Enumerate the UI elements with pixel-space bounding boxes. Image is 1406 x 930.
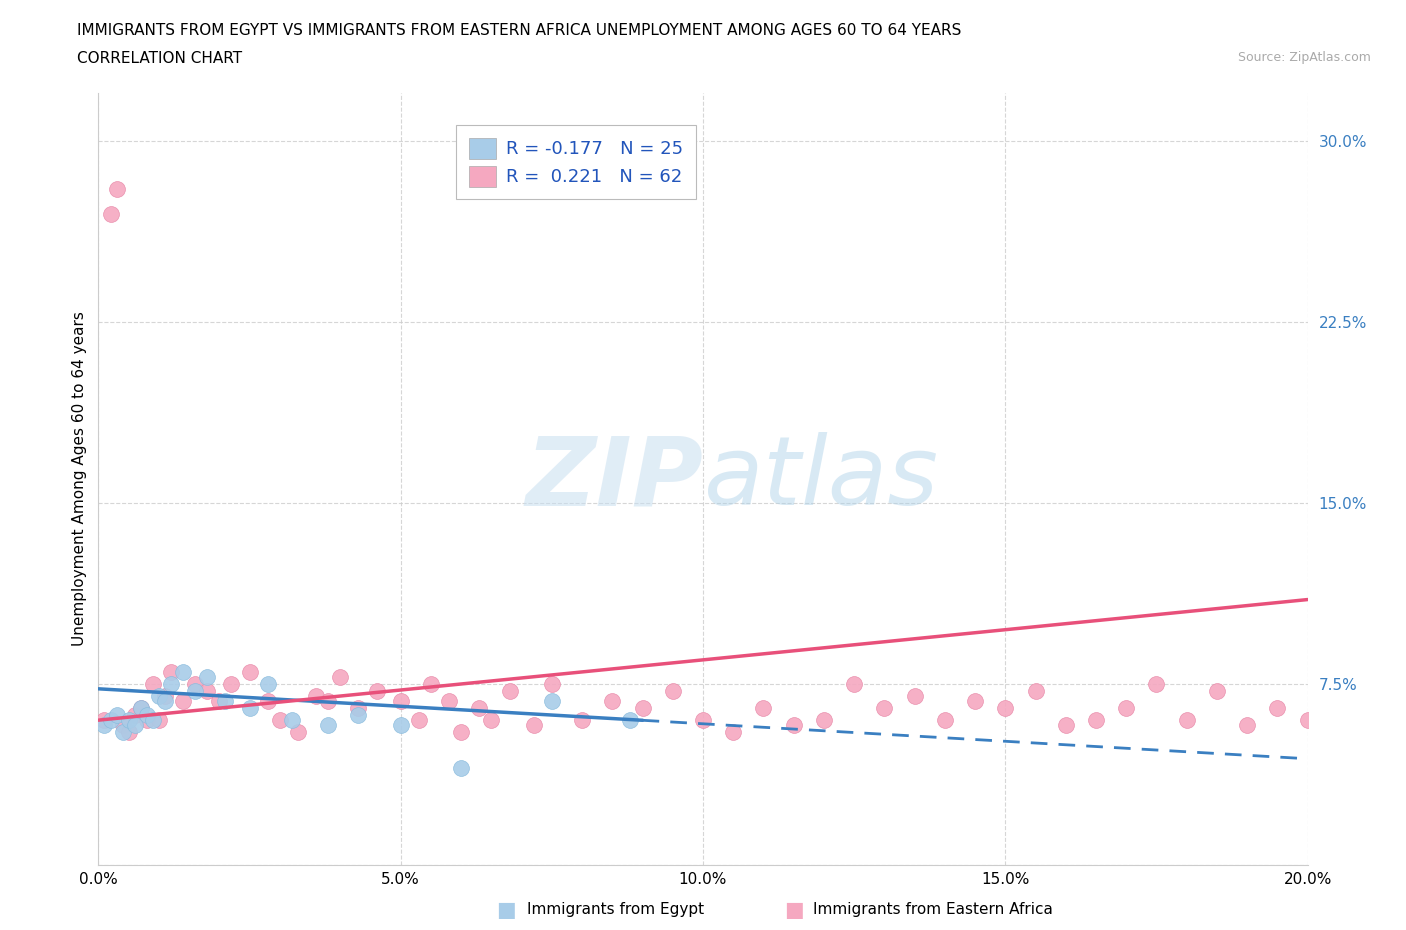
Point [934,712,956,727]
Point [347,700,370,715]
Point [105,708,128,723]
Point [124,708,146,723]
Point [100,712,122,727]
Point [813,712,835,727]
Point [316,694,339,709]
Point [153,694,176,709]
Point [602,694,624,709]
Point [172,664,194,679]
Point [148,688,170,703]
Point [1327,694,1350,709]
Point [1296,712,1319,727]
Point [904,688,927,703]
Text: ■: ■ [785,899,804,920]
Point [571,712,593,727]
Text: atlas: atlas [703,432,938,525]
Point [420,676,443,691]
Point [450,724,472,739]
Text: Immigrants from Egypt: Immigrants from Egypt [527,902,704,917]
Y-axis label: Unemployment Among Ages 60 to 64 years: Unemployment Among Ages 60 to 64 years [72,312,87,646]
Point [389,694,412,709]
Point [153,688,176,703]
Point [844,676,866,691]
Point [287,724,309,739]
Point [661,684,683,698]
Point [437,694,460,709]
Point [214,694,236,709]
Point [184,684,207,698]
Point [111,724,134,739]
Point [256,676,278,691]
Point [269,712,291,727]
Point [389,718,412,733]
Point [723,724,745,739]
Point [281,712,304,727]
Point [540,694,562,709]
Point [347,708,370,723]
Point [93,718,115,733]
Point [1115,700,1137,715]
Point [1085,712,1108,727]
Point [1236,718,1258,733]
Point [329,670,352,684]
Point [783,718,806,733]
Point [129,700,152,715]
Point [481,712,503,727]
Point [256,694,278,709]
Point [195,670,218,684]
Point [1054,718,1077,733]
Point [184,676,207,691]
Point [160,676,183,691]
Point [208,694,231,709]
Point [752,700,775,715]
Point [873,700,896,715]
Point [965,694,987,709]
Point [692,712,714,727]
Point [105,182,128,197]
Text: ■: ■ [496,899,516,920]
Point [118,712,141,727]
Point [1024,684,1046,698]
Point [1206,684,1229,698]
Point [316,718,339,733]
Point [1144,676,1167,691]
Point [129,700,152,715]
Point [124,718,146,733]
Point [631,700,654,715]
Text: ZIP: ZIP [524,432,703,525]
Point [221,676,243,691]
Point [148,712,170,727]
Point [305,688,328,703]
Text: CORRELATION CHART: CORRELATION CHART [77,51,242,66]
Point [195,684,218,698]
Point [498,684,520,698]
Text: Immigrants from Eastern Africa: Immigrants from Eastern Africa [813,902,1053,917]
Point [1267,700,1289,715]
Point [540,676,562,691]
Point [142,676,165,691]
Point [100,206,122,221]
Point [111,718,134,733]
Point [450,761,472,776]
Point [135,712,157,727]
Point [160,664,183,679]
Text: IMMIGRANTS FROM EGYPT VS IMMIGRANTS FROM EASTERN AFRICA UNEMPLOYMENT AMONG AGES : IMMIGRANTS FROM EGYPT VS IMMIGRANTS FROM… [77,23,962,38]
Point [239,664,262,679]
Point [135,708,157,723]
Point [468,700,491,715]
Point [239,700,262,715]
Point [994,700,1017,715]
Point [142,712,165,727]
Point [366,684,388,698]
Point [118,724,141,739]
Point [523,718,546,733]
Legend: R = -0.177   N = 25, R =  0.221   N = 62: R = -0.177 N = 25, R = 0.221 N = 62 [456,126,696,199]
Point [408,712,430,727]
Point [93,712,115,727]
Text: Source: ZipAtlas.com: Source: ZipAtlas.com [1237,51,1371,64]
Point [1175,712,1198,727]
Point [172,694,194,709]
Point [619,712,641,727]
